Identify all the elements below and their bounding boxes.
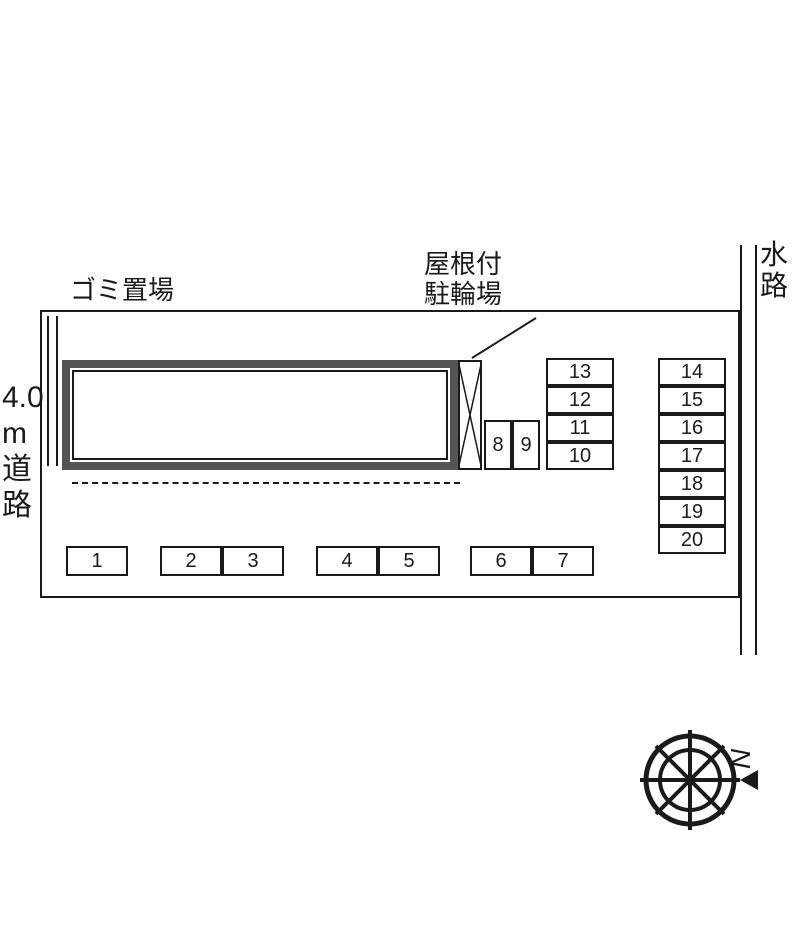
site-plan: ゴミ置場 屋根付 駐輪場 8 9 13121110 14151617181920… [0,0,800,942]
compass-icon [0,0,800,942]
compass-north-label: N [724,748,756,768]
